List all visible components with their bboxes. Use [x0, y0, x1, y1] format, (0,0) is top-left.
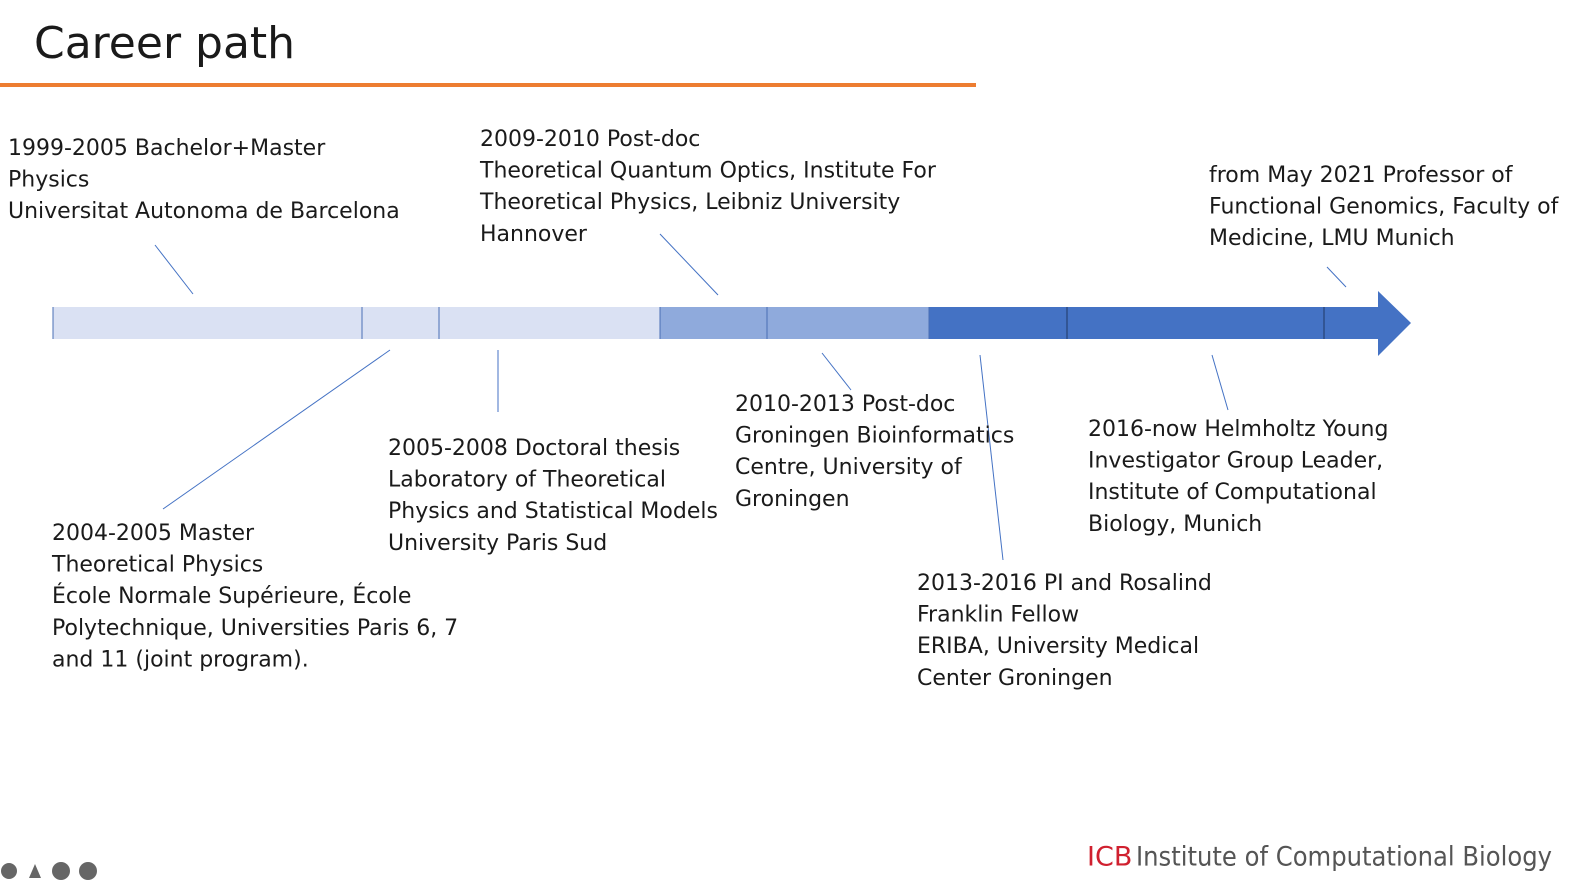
event-text: 2009-2010 Post-doc — [480, 127, 700, 152]
nav-prev[interactable] — [1, 863, 17, 879]
event-text: Groningen Bioinformatics — [735, 424, 1014, 449]
nav-menu[interactable] — [29, 864, 41, 878]
nav-more[interactable] — [52, 862, 70, 880]
event-text: Center Groningen — [917, 666, 1113, 691]
event-text: Institute of Computational — [1088, 480, 1377, 505]
event-text: Theoretical Physics, Leibniz University — [479, 190, 900, 215]
timeline-segment — [660, 307, 929, 339]
event-text: 2004-2005 Master — [52, 521, 255, 546]
event-text: 1999-2005 Bachelor+Master — [8, 136, 326, 161]
timeline — [52, 291, 1411, 356]
event-text: University Paris Sud — [388, 531, 607, 556]
footer-name: Institute of Computational Biology — [1136, 842, 1552, 873]
event-text: École Normale Supérieure, École — [52, 583, 411, 609]
event-text: 2005-2008 Doctoral thesis — [388, 436, 680, 461]
event-text: Franklin Fellow — [917, 603, 1079, 628]
event-text: Universitat Autonoma de Barcelona — [8, 199, 400, 224]
connectors — [154, 233, 1347, 561]
event-text: Functional Genomics, Faculty of — [1209, 195, 1560, 220]
event-text: Hannover — [480, 222, 588, 247]
event-text: Theoretical Quantum Optics, Institute Fo… — [479, 159, 937, 184]
event-text: Physics — [8, 168, 89, 193]
event-text: Centre, University of — [735, 455, 963, 480]
event-text: from May 2021 Professor of — [1209, 163, 1514, 188]
event-text: 2016-now Helmholtz Young — [1088, 417, 1388, 442]
event-text: Biology, Munich — [1088, 512, 1262, 537]
timeline-segment — [929, 307, 1379, 339]
event-text: Theoretical Physics — [51, 553, 263, 578]
event-text: 2013-2016 PI and Rosalind — [917, 571, 1212, 596]
timeline-arrowhead — [1378, 291, 1411, 356]
event-text: Laboratory of Theoretical — [388, 468, 666, 493]
event-text: Groningen — [735, 487, 850, 512]
event-text: Medicine, LMU Munich — [1209, 226, 1455, 251]
event-text: and 11 (joint program). — [52, 647, 309, 672]
nav-controls[interactable] — [1, 862, 97, 880]
event-text: Polytechnique, Universities Paris 6, 7 — [52, 616, 458, 641]
timeline-dividers — [52, 307, 1325, 339]
footer-logo: ICB — [1087, 842, 1132, 873]
nav-next[interactable] — [79, 862, 97, 880]
slide-title: Career path — [34, 18, 295, 69]
event-text: Investigator Group Leader, — [1088, 449, 1383, 474]
event-text: 2010-2013 Post-doc — [735, 392, 955, 417]
event-text: Physics and Statistical Models — [388, 499, 718, 524]
timeline-segment — [53, 307, 660, 339]
event-text: ERIBA, University Medical — [917, 634, 1199, 659]
